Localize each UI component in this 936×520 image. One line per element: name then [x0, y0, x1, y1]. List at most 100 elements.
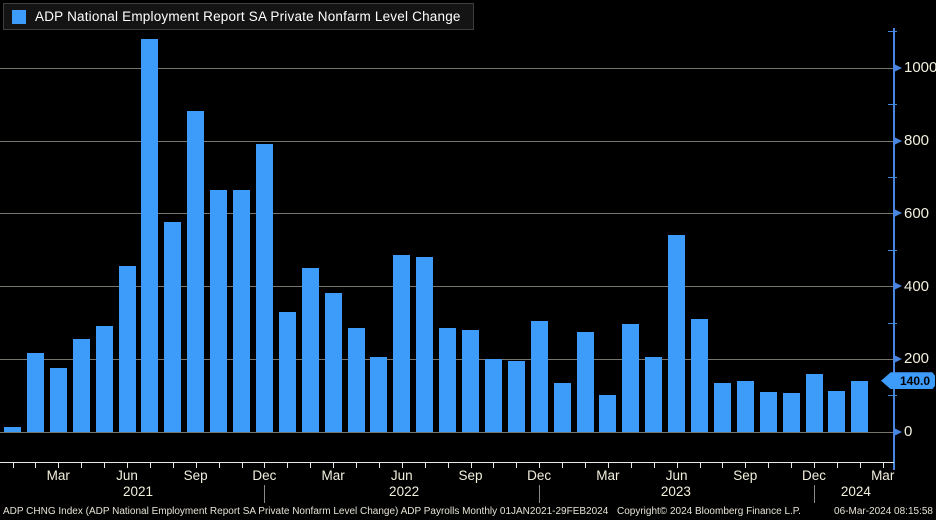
x-axis-quarter-label: Sep	[458, 468, 483, 483]
bar[interactable]	[713, 382, 731, 432]
x-axis-month-tick	[539, 463, 541, 468]
footer: ADP CHNG Index (ADP National Employment …	[0, 504, 936, 520]
grid-line	[0, 213, 893, 215]
bar[interactable]	[49, 368, 67, 432]
x-axis-quarter-label: Dec	[527, 468, 552, 483]
bar[interactable]	[370, 357, 388, 432]
bar[interactable]	[484, 358, 502, 432]
x-axis-month-tick	[149, 463, 151, 468]
grid-line	[0, 67, 893, 69]
x-axis-line	[0, 462, 894, 463]
bar[interactable]	[782, 393, 800, 432]
x-axis-month-tick	[81, 463, 83, 468]
bar[interactable]	[736, 380, 754, 432]
x-axis-quarter-label: Jun	[116, 468, 138, 483]
bar[interactable]	[210, 189, 228, 432]
x-axis-month-tick	[882, 463, 884, 468]
x-axis-month-tick	[699, 463, 701, 468]
bar[interactable]	[691, 318, 708, 432]
y-axis-tick-label: 600	[904, 204, 930, 222]
bar[interactable]	[233, 189, 250, 432]
x-axis-month-tick	[722, 463, 724, 468]
x-axis-year-label: 2023	[660, 484, 691, 499]
x-axis-month-tick	[333, 463, 335, 468]
chart-legend[interactable]: ADP National Employment Report SA Privat…	[3, 3, 474, 30]
x-axis-month-tick	[630, 463, 632, 468]
grid-line	[0, 286, 893, 288]
bar[interactable]	[26, 353, 44, 432]
footer-copyright: Copyright© 2024 Bloomberg Finance L.P.	[617, 506, 801, 517]
bar[interactable]	[599, 395, 617, 432]
bar[interactable]	[851, 380, 869, 432]
footer-timestamp: 06-Mar-2024 08:15:58	[834, 506, 933, 517]
bar[interactable]	[805, 374, 823, 432]
bar[interactable]	[668, 235, 686, 432]
footer-source-text: ADP CHNG Index (ADP National Employment …	[3, 506, 609, 517]
y-axis-tick-label: 400	[904, 277, 930, 295]
x-axis-year-label: 2022	[389, 484, 420, 499]
last-value-text: 140.0	[899, 373, 930, 388]
y-axis-major-tick-arrow-icon	[894, 209, 902, 218]
grid-line	[0, 431, 893, 433]
x-axis-month-tick	[653, 463, 655, 468]
x-axis-month-tick	[768, 463, 770, 468]
bar[interactable]	[439, 327, 457, 432]
bar[interactable]	[622, 324, 640, 432]
x-axis-month-tick	[127, 463, 128, 468]
bar[interactable]	[4, 427, 21, 432]
x-axis-month-tick	[378, 463, 380, 468]
legend-label: ADP National Employment Report SA Privat…	[35, 9, 461, 24]
y-axis-major-tick-arrow-icon	[894, 427, 902, 436]
last-value-tag: 140.0	[881, 372, 935, 390]
y-axis-minor-tick	[888, 104, 897, 106]
x-axis-quarter-label: Sep	[733, 468, 758, 483]
x-axis-month-tick	[195, 463, 197, 468]
y-axis-minor-tick	[888, 322, 897, 324]
bar[interactable]	[347, 327, 365, 432]
bar[interactable]	[828, 391, 846, 432]
x-axis-month-tick	[356, 463, 357, 468]
y-axis-major-tick-arrow-icon	[894, 354, 902, 363]
bar[interactable]	[416, 256, 434, 432]
x-axis-month-tick	[814, 463, 815, 468]
y-axis-major-tick-arrow-icon	[894, 63, 902, 72]
year-separator-line	[539, 485, 541, 503]
bar[interactable]	[164, 222, 182, 432]
x-axis-month-tick	[585, 463, 586, 468]
x-axis-month-tick	[607, 463, 609, 468]
bar[interactable]	[645, 357, 663, 432]
bar[interactable]	[95, 326, 113, 432]
bar[interactable]	[759, 391, 777, 432]
bar[interactable]	[141, 38, 159, 432]
x-axis-month-tick	[58, 463, 60, 468]
bar[interactable]	[118, 266, 136, 432]
bar[interactable]	[255, 144, 273, 432]
bar[interactable]	[187, 111, 205, 432]
y-axis-minor-tick	[888, 249, 897, 251]
bar[interactable]	[462, 329, 479, 432]
bar[interactable]	[530, 320, 548, 432]
legend-swatch-icon	[12, 9, 26, 24]
x-axis-month-tick	[836, 463, 838, 468]
x-axis-quarter-label: Mar	[596, 468, 620, 483]
x-axis-month-tick	[264, 463, 266, 468]
x-axis-month-tick	[401, 463, 403, 468]
bar[interactable]	[324, 293, 342, 432]
x-axis-month-tick	[172, 463, 174, 468]
bar[interactable]	[278, 311, 296, 432]
x-axis-year-label: 2024	[840, 484, 871, 499]
x-axis-month-tick	[447, 463, 449, 468]
bar[interactable]	[301, 267, 319, 432]
bar[interactable]	[576, 331, 594, 432]
y-axis-major-tick-arrow-icon	[894, 136, 902, 145]
x-axis-month-tick	[470, 463, 472, 468]
bar[interactable]	[553, 382, 571, 432]
bar[interactable]	[72, 338, 90, 432]
bar[interactable]	[507, 360, 525, 432]
x-axis-quarter-label: Jun	[390, 468, 413, 483]
x-axis-quarter-label: Dec	[801, 468, 827, 483]
x-axis-month-tick	[493, 463, 495, 468]
y-axis-minor-tick	[888, 31, 897, 33]
bar[interactable]	[393, 255, 411, 432]
x-axis-month-tick	[516, 463, 518, 468]
